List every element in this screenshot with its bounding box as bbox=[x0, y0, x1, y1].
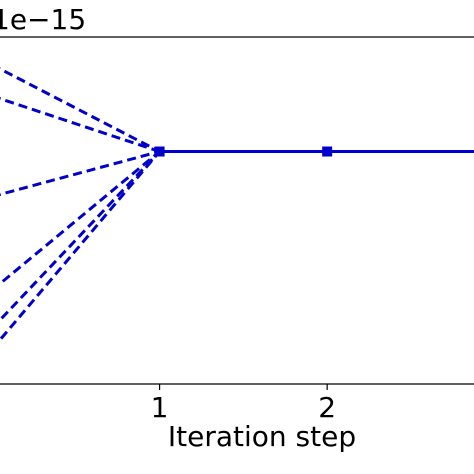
data-point-marker-2 bbox=[322, 146, 333, 157]
data-point-marker-1 bbox=[154, 146, 165, 157]
dashed-series-line-2 bbox=[0, 97, 161, 153]
x-tick-label-1: 1 bbox=[151, 391, 169, 424]
x-tick-label-2: 2 bbox=[318, 391, 336, 424]
dashed-series-line-1 bbox=[0, 67, 161, 153]
x-axis-label: Iteration step bbox=[168, 420, 356, 453]
dashed-series-line-3 bbox=[0, 150, 160, 197]
dashed-series-line-5 bbox=[0, 150, 161, 323]
y-offset-label: 1e−15 bbox=[0, 3, 86, 36]
x-tick-group: 0 1 2 bbox=[0, 384, 336, 424]
dashed-series-line-6 bbox=[0, 150, 161, 343]
x-tick-label-0: 0 bbox=[0, 391, 1, 424]
marker-group bbox=[154, 146, 333, 157]
dashed-series-group bbox=[0, 67, 161, 343]
dashed-series-line-4 bbox=[0, 150, 161, 286]
